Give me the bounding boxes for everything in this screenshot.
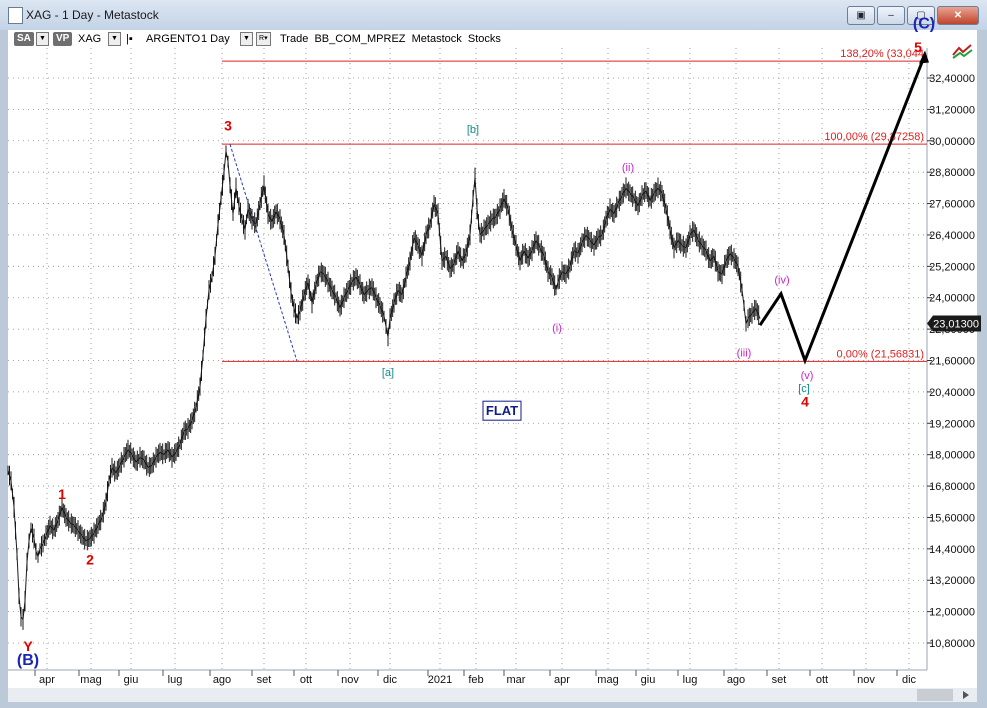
time-tick-label: apr: [554, 674, 570, 686]
restore-layout-button[interactable]: ▣: [847, 6, 875, 25]
scrollbar-thumb[interactable]: [917, 689, 953, 701]
time-tick-label: dic: [383, 674, 398, 686]
wave-label: (ii): [622, 162, 634, 174]
price-axis-panel: [927, 48, 977, 670]
price-tick-label: 14,40000: [929, 544, 975, 556]
time-tick-label: mag: [597, 674, 618, 686]
fib-level-label: 100,00% (29,87258): [824, 131, 924, 143]
projection-path: [758, 53, 927, 365]
time-tick-label: lug: [168, 674, 183, 686]
wave-label: 5: [914, 39, 922, 55]
symbol-label: XAG: [78, 33, 102, 45]
price-tick-label: 12,00000: [929, 607, 975, 619]
price-tick-label: 32,40000: [929, 73, 975, 85]
price-tick-label: 27,60000: [929, 199, 975, 211]
window-controls: ▣ – ▢ ✕: [847, 6, 979, 25]
time-tick-label: nov: [857, 674, 875, 686]
price-tick-label: 26,40000: [929, 230, 975, 242]
time-tick-label: set: [257, 674, 272, 686]
wave-label: 4: [801, 393, 809, 409]
price-tick-label: 21,60000: [929, 356, 975, 368]
wave-label: (B): [17, 652, 39, 669]
time-tick-label: feb: [468, 674, 483, 686]
time-tick-label: mar: [507, 674, 526, 686]
fib-level-label: 0,00% (21,56831): [837, 348, 924, 360]
wave-label: 3: [224, 117, 232, 133]
time-tick-label: giu: [641, 674, 656, 686]
window-title: XAG - 1 Day - Metastock: [26, 8, 159, 22]
wave-label: (i): [552, 323, 562, 335]
price-tick-label: 31,20000: [929, 104, 975, 116]
price-tick-label: 28,80000: [929, 167, 975, 179]
trend-line: [229, 144, 298, 362]
horizontal-scrollbar[interactable]: [8, 688, 977, 702]
time-tick-label: ago: [727, 674, 745, 686]
projection-arrowhead: [919, 50, 929, 64]
time-tick-label: ago: [213, 674, 231, 686]
scroll-right-icon[interactable]: [963, 691, 969, 699]
flat-annotation-box: [482, 400, 522, 421]
time-tick-label: nov: [341, 674, 359, 686]
trade-icon[interactable]: [951, 43, 973, 59]
fib-level-label: 138,20% (33,044: [840, 48, 924, 60]
time-tick-label: lug: [683, 674, 698, 686]
minimize-button[interactable]: –: [877, 6, 905, 25]
period-dropdown-icon[interactable]: ▼: [240, 32, 253, 46]
flat-annotation-label: FLAT: [486, 403, 518, 418]
price-tick-label: 19,20000: [929, 418, 975, 430]
wave-label: (C): [913, 15, 935, 32]
price-tick-label: 15,60000: [929, 512, 975, 524]
price-tick-label: 30,00000: [929, 136, 975, 148]
instrument-name: ARGENTO: [146, 33, 201, 45]
last-price-tag: [927, 315, 981, 332]
title-bar: XAG - 1 Day - Metastock ▣ – ▢ ✕: [0, 0, 987, 30]
wave-label: [b]: [467, 124, 479, 136]
price-tick-label: 13,20000: [929, 575, 975, 587]
close-button[interactable]: ✕: [937, 6, 979, 25]
period-label: 1 Day: [201, 33, 230, 45]
time-tick-label: ott: [816, 674, 828, 686]
wave-label: (iii): [737, 348, 752, 360]
symbol-dropdown-icon[interactable]: ▼: [108, 32, 121, 46]
time-tick-label: mag: [80, 674, 101, 686]
plot-background: [8, 48, 927, 670]
wave-label: 2: [86, 552, 94, 568]
price-tick-label: 20,40000: [929, 387, 975, 399]
wave-label: Y: [23, 638, 33, 654]
price-tick-label: 24,00000: [929, 293, 975, 305]
wave-label: [a]: [382, 367, 394, 379]
price-tick-label: 18,00000: [929, 450, 975, 462]
price-tick-label: 16,80000: [929, 481, 975, 493]
time-tick-label: set: [772, 674, 787, 686]
wave-label: [c]: [798, 383, 810, 395]
chart-toolbar: SA ▼ VP XAG ▼ |▪ ARGENTO 1 Day ▼ R▾ Trad…: [8, 30, 977, 48]
toolbar-info: Trade BB_COM_MPREZ Metastock Stocks: [280, 33, 501, 45]
price-tick-label: 10,80000: [929, 638, 975, 650]
wave-label: (v): [801, 370, 814, 382]
sa-dropdown-icon[interactable]: ▼: [36, 32, 49, 46]
time-tick-label: 2021: [428, 674, 452, 686]
wave-label: 1: [58, 486, 66, 502]
maximize-button[interactable]: ▢: [907, 6, 935, 25]
bar-icon[interactable]: |▪: [126, 33, 133, 45]
wave-label: (iv): [774, 274, 789, 286]
time-axis-panel: [8, 670, 977, 688]
vp-button[interactable]: VP: [53, 32, 73, 46]
price-tick-label: 25,20000: [929, 261, 975, 273]
last-price-label: 23,01300: [933, 319, 979, 331]
sa-button[interactable]: SA: [14, 32, 34, 46]
document-icon: [8, 7, 23, 24]
r-dropdown[interactable]: R▾: [256, 32, 271, 46]
time-tick-label: giu: [124, 674, 139, 686]
time-tick-label: apr: [39, 674, 55, 686]
time-tick-label: dic: [902, 674, 917, 686]
time-tick-label: ott: [300, 674, 312, 686]
